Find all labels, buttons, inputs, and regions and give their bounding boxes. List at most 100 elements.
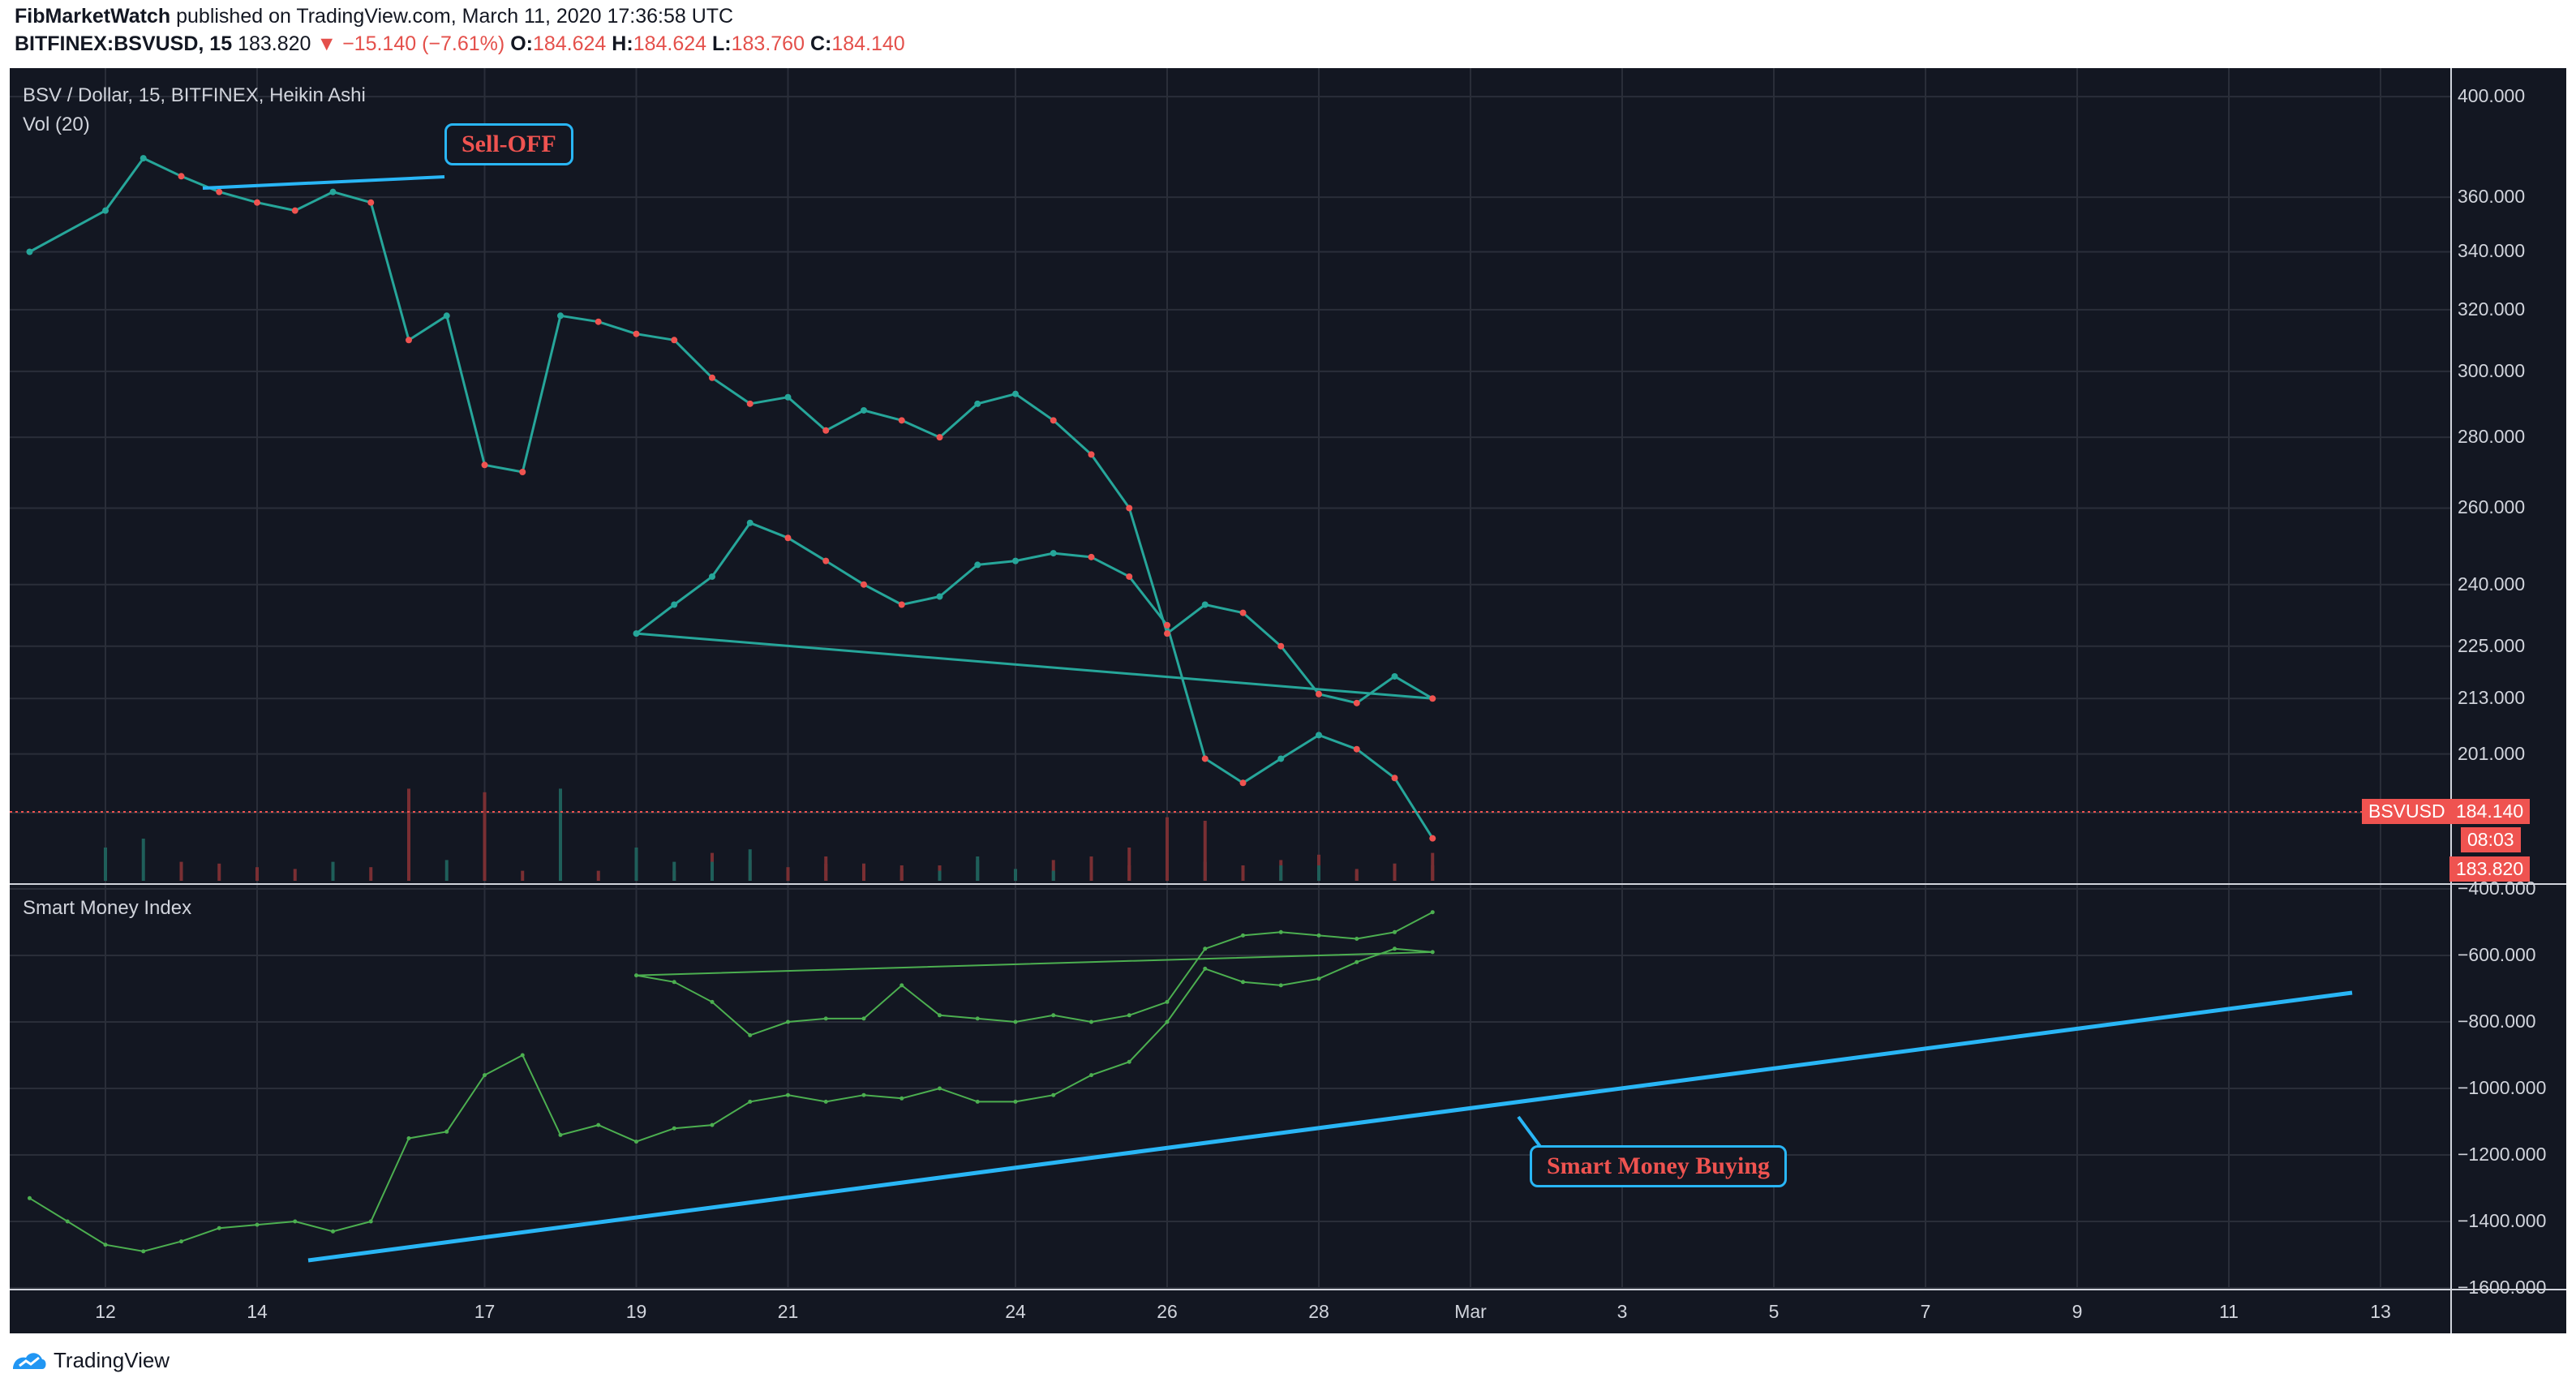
smi-point [558,1132,563,1137]
smi-point [1089,1019,1093,1024]
volume-bar [483,792,487,881]
smart-money-callout[interactable]: Smart Money Buying [1530,1145,1788,1187]
price-point [898,601,905,608]
price-point [784,534,792,542]
smi-point [483,1073,487,1078]
smi-tick-label: −1000.000 [2458,1077,2547,1098]
data-points [26,155,1436,1254]
price-point [974,400,981,407]
smi-point [1241,933,1245,938]
high-value: 184.624 [633,32,707,55]
volume-bar [369,867,373,881]
smi-point [1393,946,1397,951]
smi-point [823,1099,828,1104]
smi-trendline[interactable] [307,990,2353,1263]
price-point [216,188,223,195]
x-tick-label: 19 [625,1301,647,1322]
smi-point [520,1053,525,1058]
main-pane-title: BSV / Dollar, 15, BITFINEX, Heikin Ashi [23,84,366,106]
price-point [1050,550,1057,557]
smi-tick-label: −1400.000 [2458,1210,2547,1231]
price-point [1088,451,1095,458]
price-point [746,400,753,407]
volume-bar [1393,863,1397,881]
smi-point [786,1092,790,1097]
price-point [936,434,943,441]
close-label: C: [809,32,832,55]
publish-line: FibMarketWatch published on TradingView.… [15,5,733,28]
price-point [1353,745,1360,753]
volume-bar [899,865,904,881]
smi-pointer [1517,1115,1543,1149]
smi-point [1430,950,1435,955]
volume-bar [1431,852,1435,881]
selloff-callout[interactable]: Sell-OFF [444,123,573,165]
volume-bar [1355,869,1359,881]
price-point [406,337,412,344]
author-name[interactable]: FibMarketWatch [15,5,171,28]
price-change: ▼ −15.140 (−7.61%) [316,32,505,55]
smi-point [293,1219,298,1224]
price-point [443,312,450,320]
price-point [1088,553,1095,560]
smi-point [217,1225,221,1230]
smi-tick-label: −600.000 [2458,944,2536,965]
smi-point [1355,959,1359,964]
price-point [291,207,298,214]
smi-point [1013,1099,1018,1104]
smi-point [596,1122,601,1127]
smi-point [28,1195,32,1200]
smi-point [672,980,676,985]
smi-point [406,1136,411,1140]
smi-point [1393,929,1397,934]
volume-bar [786,867,790,881]
footer-brand-label: TradingView [54,1348,170,1372]
price-point [1201,601,1209,608]
volume-bar [331,861,335,881]
smi-point [1430,910,1435,915]
x-tick-label: 28 [1308,1301,1329,1322]
volume-bar [1203,821,1207,881]
volume-bar [255,867,259,881]
price-point [1239,609,1247,616]
volume-bar [1317,865,1320,881]
volume-bar [634,848,638,881]
smi-point [748,1032,753,1037]
price-point [861,581,867,588]
y-tick-label: 340.000 [2458,240,2526,262]
smi-point [748,1099,753,1104]
smi-point [331,1229,335,1234]
selloff-pointer [202,175,445,190]
y-tick-label: 280.000 [2458,426,2526,448]
smi-point [1241,980,1245,985]
footer-brand[interactable]: TradingView [11,1348,170,1373]
low-value: 183.760 [731,32,805,55]
price-point [822,427,830,434]
volume-bar [672,861,676,881]
smi-point [255,1222,260,1227]
smi-point [141,1249,146,1254]
smi-point [1013,1019,1018,1024]
x-tick-label: 14 [247,1301,268,1322]
smi-point [634,1140,638,1144]
last-price-tag: 183.820 [2449,856,2531,882]
high-label: H: [612,32,633,55]
price-point [898,417,905,424]
volume-bar [293,869,297,881]
volume-bar [711,861,714,881]
price-point [671,601,678,608]
smi-point [710,1122,715,1127]
volume-bar [1051,860,1055,881]
low-label: L: [712,32,732,55]
smi-pane-title: Smart Money Index [23,897,192,919]
volume-bar [217,863,221,881]
y-tick-label: 300.000 [2458,359,2526,381]
volume-bar [1089,856,1093,881]
price-point [633,630,640,637]
volume-bar [521,870,525,881]
price-point [1277,755,1285,762]
volume-bar [1127,865,1131,881]
published-text: published on TradingView.com, March 11, … [176,5,734,28]
